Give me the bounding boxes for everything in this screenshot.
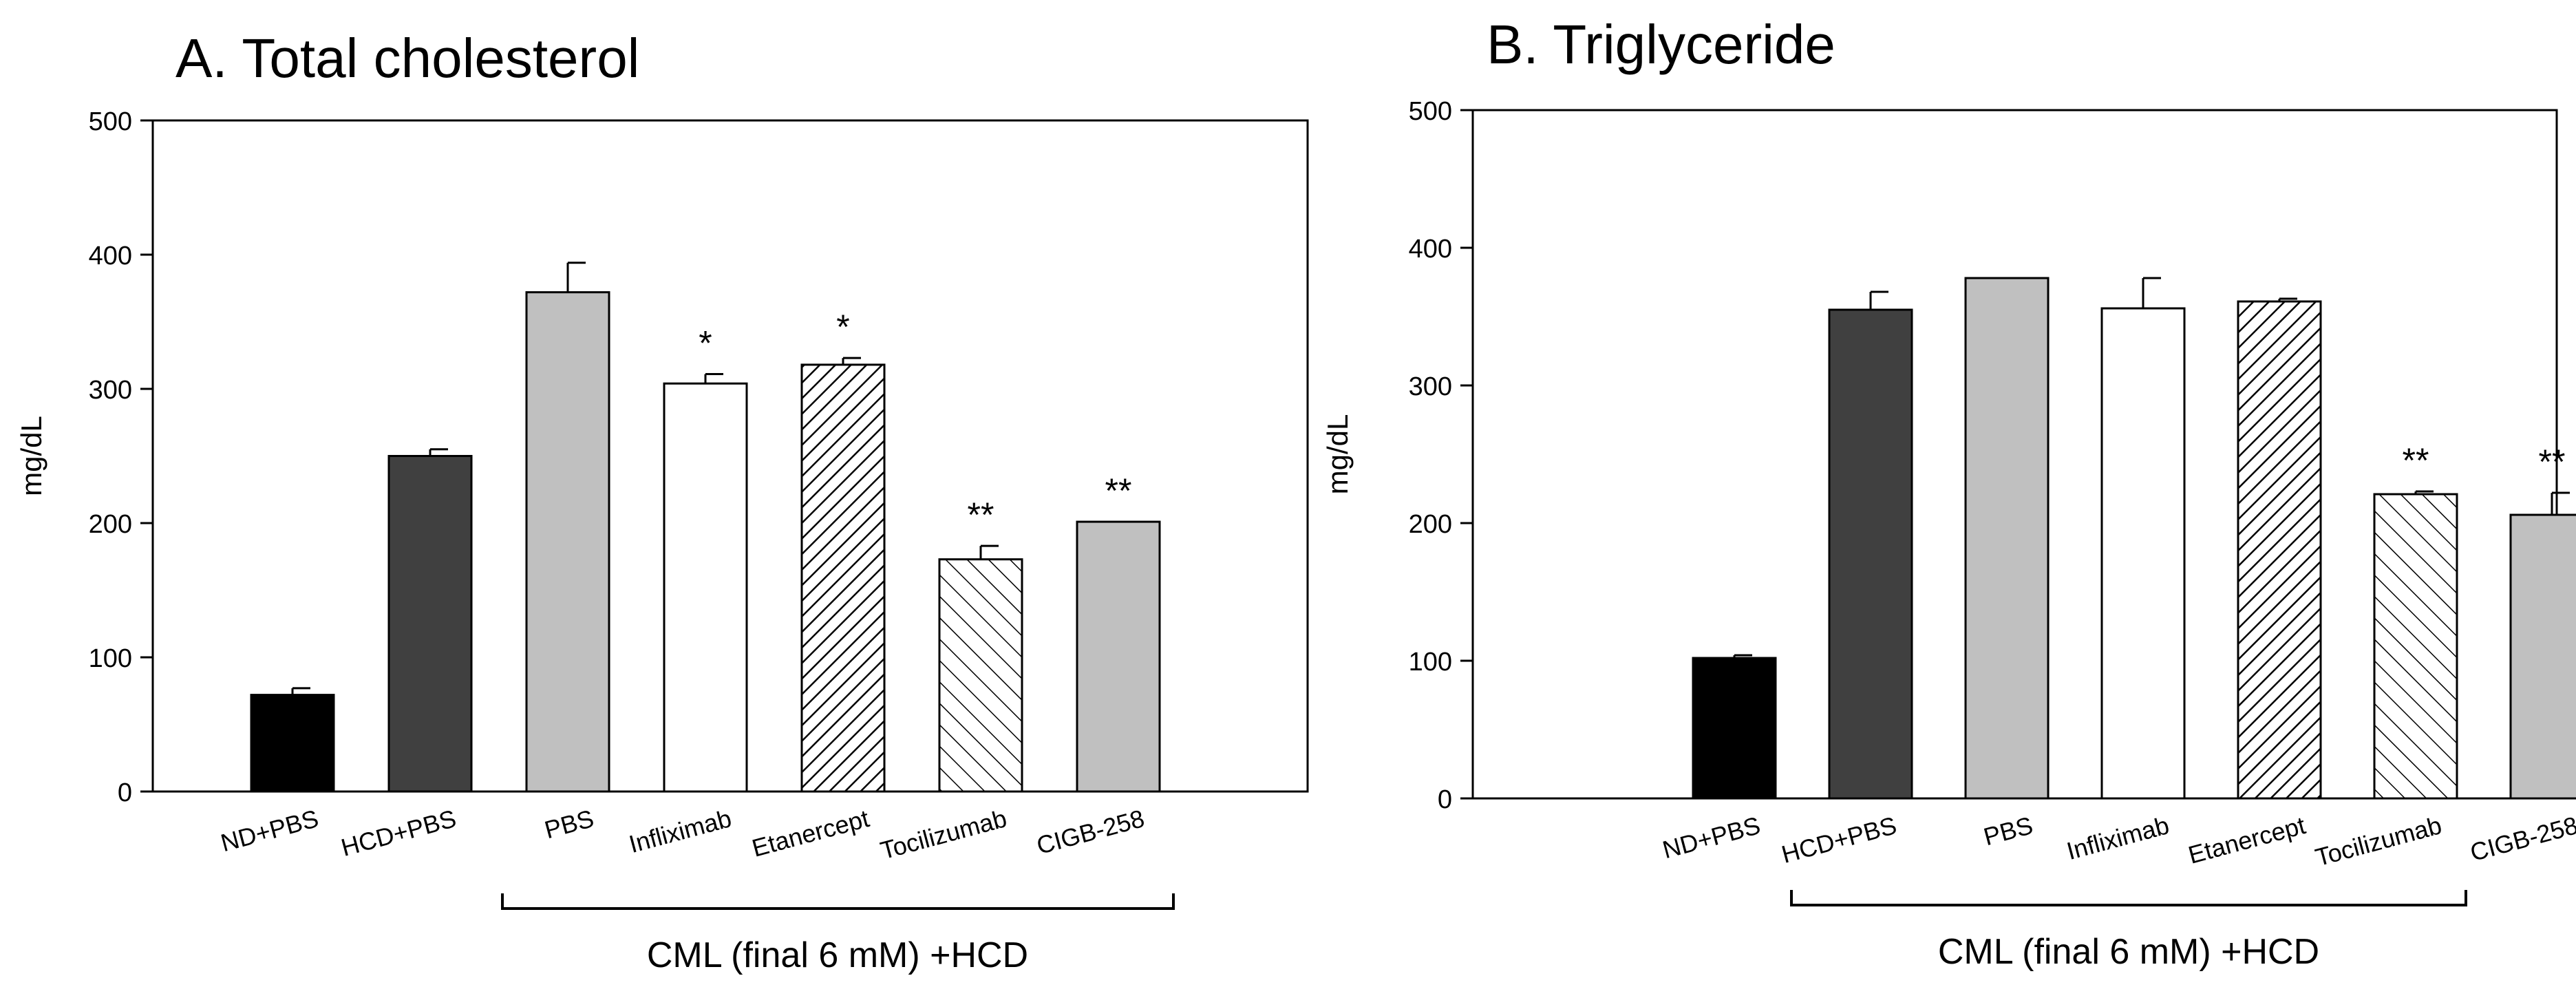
y-tick-label: 500 — [89, 107, 132, 136]
bar — [2373, 493, 2458, 800]
chart-panel-a: A. Total cholesterol 0 100 200 300 400 500 mg/d… — [15, 28, 1309, 975]
bar — [1828, 308, 1913, 800]
significance-marker: ** — [968, 496, 994, 534]
x-tick-label: Infliximab — [2064, 811, 2172, 865]
x-tick-label: Tocilizumab — [2312, 811, 2445, 871]
bar — [663, 382, 748, 793]
y-tick-label: 200 — [1409, 510, 1452, 539]
y-tick-label: 400 — [89, 242, 132, 270]
significance-marker: * — [836, 308, 849, 346]
x-tick-label: Etanercept — [2185, 811, 2308, 869]
y-tick-label: 0 — [1438, 785, 1452, 814]
group-label: CML (final 6 mM) +HCD — [1938, 932, 2319, 972]
y-tick-label: 100 — [1409, 648, 1452, 677]
x-tick-label: Etanercept — [749, 804, 872, 862]
y-tick-label: 100 — [89, 644, 132, 673]
y-tick-label: 400 — [1409, 235, 1452, 264]
chart-title: A. Total cholesterol — [175, 28, 639, 89]
bar — [2509, 513, 2576, 800]
significance-marker: * — [699, 324, 712, 363]
y-tick-label: 500 — [1409, 97, 1452, 126]
group-bracket — [501, 893, 1175, 910]
bar — [938, 558, 1023, 793]
x-tick-label: CIGB-258 — [2467, 811, 2576, 867]
x-tick-label: HCD+PBS — [338, 804, 459, 862]
y-tick-label: 300 — [89, 376, 132, 405]
x-tick-label: HCD+PBS — [1778, 811, 1899, 869]
bar — [800, 363, 886, 793]
bar — [1076, 520, 1161, 793]
y-tick-label: 200 — [89, 510, 132, 539]
x-tick-label: Infliximab — [626, 804, 734, 858]
significance-marker: ** — [2539, 443, 2566, 481]
x-tick-label: CIGB-258 — [1034, 804, 1147, 860]
significance-marker: ** — [2403, 441, 2429, 480]
y-axis-label: mg/dL — [1321, 414, 1354, 495]
bar — [525, 291, 610, 793]
chart-panel-b: B. Triglyceride 0 100 200 300 400 500 mg/dL ND+P… — [1321, 14, 2576, 972]
bar — [2237, 300, 2322, 800]
bar — [250, 694, 335, 793]
y-tick-label: 0 — [118, 778, 132, 807]
x-tick-label: PBS — [1981, 811, 2036, 851]
x-tick-label: ND+PBS — [217, 804, 321, 857]
y-tick-label: 300 — [1409, 372, 1452, 401]
x-tick-label: ND+PBS — [1659, 811, 1763, 864]
bar — [387, 455, 473, 793]
x-tick-label: PBS — [542, 804, 597, 844]
bar — [1692, 657, 1777, 800]
bar — [2100, 307, 2186, 800]
significance-marker: ** — [1105, 471, 1132, 510]
y-axis-label: mg/dL — [15, 416, 47, 496]
bar — [1964, 277, 2050, 800]
group-bracket — [1790, 890, 2467, 906]
chart-title: B. Triglyceride — [1487, 14, 1835, 75]
x-tick-label: Tocilizumab — [877, 804, 1010, 864]
group-label: CML (final 6 mM) +HCD — [647, 935, 1028, 975]
